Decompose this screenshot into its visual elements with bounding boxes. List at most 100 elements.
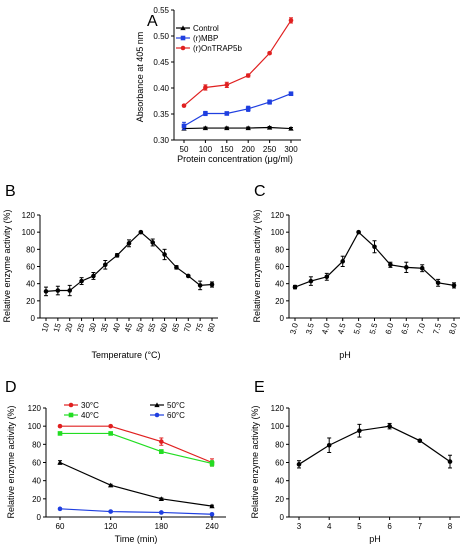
chart-d-legend-label-40c: 40°C — [81, 411, 99, 420]
chart-e-x-tick-label: 4 — [327, 522, 332, 531]
chart-d-y-tick-label: 120 — [28, 404, 42, 413]
chart-b-x-tick-label: 15 — [52, 322, 63, 333]
chart-a-point-r-ontrap5b — [267, 50, 272, 56]
chart-c-x-tick-label: 4.5 — [336, 322, 348, 336]
chart-b-x-tick-label: 25 — [76, 322, 87, 333]
chart-c-point-series — [435, 280, 441, 286]
chart-d-x-tick-label: 60 — [56, 522, 65, 531]
chart-d-y-tick-label: 60 — [32, 459, 41, 468]
chart-a-x-tick-label: 150 — [220, 145, 234, 154]
chart-a-y-tick-label: 0.40 — [153, 84, 169, 93]
chart-b-x-tick-label: 40 — [111, 322, 122, 333]
panel-label-b: B — [5, 183, 16, 200]
chart-b-point-series — [138, 229, 144, 235]
chart-d-point-60-c — [108, 509, 113, 514]
chart-d-y-tick-label: 100 — [28, 422, 42, 431]
chart-b-y-tick-label: 0 — [31, 314, 36, 323]
chart-b-x-tick-label: 20 — [64, 322, 75, 333]
chart-b-y-tick-label: 60 — [26, 263, 35, 272]
chart-c-x-tick-label: 7.5 — [431, 322, 443, 336]
chart-b-x-tick-label: 45 — [123, 322, 134, 333]
chart-d-xlabel: Time (min) — [115, 534, 158, 544]
chart-a-ylabel: Absorbance at 405 nm — [135, 32, 145, 123]
chart-a-point-r-mbp — [224, 111, 230, 116]
chart-c-x-tick-label: 3.5 — [304, 322, 316, 336]
chart-b-point-series — [185, 273, 191, 279]
chart-b-point-series — [43, 289, 49, 294]
chart-a-y-tick-label: 0.55 — [153, 6, 169, 15]
chart-e-y-tick-label: 40 — [275, 477, 284, 486]
chart-a-x-tick-label: 300 — [284, 145, 298, 154]
chart-d-line-60-c — [59, 508, 213, 515]
chart-b-x-tick-label: 55 — [147, 322, 158, 333]
chart-a-legend-label-control: Control — [193, 24, 219, 33]
chart-d-point-30-c — [57, 423, 63, 429]
chart-d-x-tick-label: 120 — [104, 522, 118, 531]
chart-b-x-tick-label: 10 — [40, 322, 51, 333]
chart-c-point-series — [388, 262, 393, 268]
chart-c-x-tick-label: 5.5 — [368, 322, 380, 336]
chart-a-xlabel: Protein concentration (μg/ml) — [177, 154, 293, 164]
chart-a-y-tick-label: 0.45 — [153, 58, 169, 67]
chart-c-x-tick-label: 6.0 — [384, 322, 396, 336]
chart-d-point-60-c — [159, 510, 164, 515]
chart-d-point-40-c — [209, 461, 215, 466]
chart-c-point-series — [340, 259, 346, 264]
chart-d-point-40-c — [108, 431, 113, 436]
chart-d-legend-marker-60-c — [154, 412, 160, 418]
chart-d-point-50-c — [209, 503, 215, 509]
chart-d-legend-label-60c: 60°C — [167, 411, 185, 420]
chart-c-x-tick-label: 7.0 — [416, 322, 428, 336]
chart-e-x-tick-label: 6 — [387, 522, 392, 531]
chart-c-y-tick-label: 40 — [275, 280, 284, 289]
chart-a-line-control — [183, 126, 292, 130]
chart-d-point-30-c — [159, 439, 164, 444]
chart-c-point-series — [419, 265, 425, 271]
chart-c-y-tick-label: 80 — [275, 245, 284, 254]
chart-e-y-tick-label: 0 — [280, 513, 285, 522]
chart-a-legend — [176, 25, 190, 51]
chart-b-point-series — [91, 273, 96, 279]
chart-d-plot: 0 20 40 60 80 100 120 60 120 180 240 — [28, 404, 226, 531]
chart-b-x-tick-label: 75 — [194, 322, 205, 333]
chart-a-x-tick-label: 100 — [199, 145, 213, 154]
chart-e-point-series — [296, 462, 302, 467]
panel-label-e: E — [254, 379, 265, 396]
chart-b-x-tick-label: 50 — [135, 322, 146, 333]
chart-a-plot: 0.30 0.35 0.40 0.45 0.50 0.55 50 100 150 200 250 30… — [153, 6, 301, 154]
chart-a-point-r-mbp — [267, 99, 272, 105]
chart-d-point-40-c — [159, 449, 164, 454]
panel-label-a: A — [147, 13, 158, 30]
chart-d-point-60-c — [209, 511, 215, 517]
chart-c-y-tick-label: 120 — [271, 211, 285, 220]
chart-b-point-series — [150, 240, 156, 245]
chart-e-x-tick-label: 3 — [297, 522, 302, 531]
chart-d-point-40-c — [57, 431, 63, 436]
chart-a-x-tick-label: 250 — [263, 145, 277, 154]
chart-b-point-series — [197, 283, 203, 288]
chart-c-x-tick-label: 6.5 — [400, 322, 412, 336]
chart-c-point-series — [356, 229, 361, 235]
chart-b-point-series — [162, 252, 167, 257]
chart-d-legend-marker-50-c — [154, 402, 160, 408]
chart-a-y-tick-label: 0.30 — [153, 136, 169, 145]
chart-b-point-series — [102, 262, 108, 268]
chart-c-y-tick-label: 20 — [275, 297, 284, 306]
chart-d-line-50-c — [59, 461, 213, 507]
chart-e-plot: 0 20 40 60 80 100 120 3 4 5 6 7 8 — [271, 404, 460, 531]
chart-b-x-tick-label: 65 — [170, 322, 181, 333]
chart-d-line-40-c — [60, 432, 213, 464]
chart-b-point-series — [67, 288, 73, 293]
chart-a-x-tick-label: 50 — [180, 145, 189, 154]
chart-c-x-tick-label: 3.0 — [288, 322, 300, 336]
chart-a-point-control — [202, 125, 209, 131]
chart-b-y-tick-label: 120 — [22, 211, 36, 220]
chart-e-y-tick-label: 100 — [271, 422, 285, 431]
chart-e-y-tick-label: 120 — [271, 404, 285, 413]
chart-c-xlabel: pH — [339, 350, 351, 360]
chart-e-x-tick-label: 5 — [357, 522, 362, 531]
chart-e-y-tick-label: 60 — [275, 459, 284, 468]
chart-b-ylabel: Relative enzyme activity (%) — [2, 209, 12, 322]
